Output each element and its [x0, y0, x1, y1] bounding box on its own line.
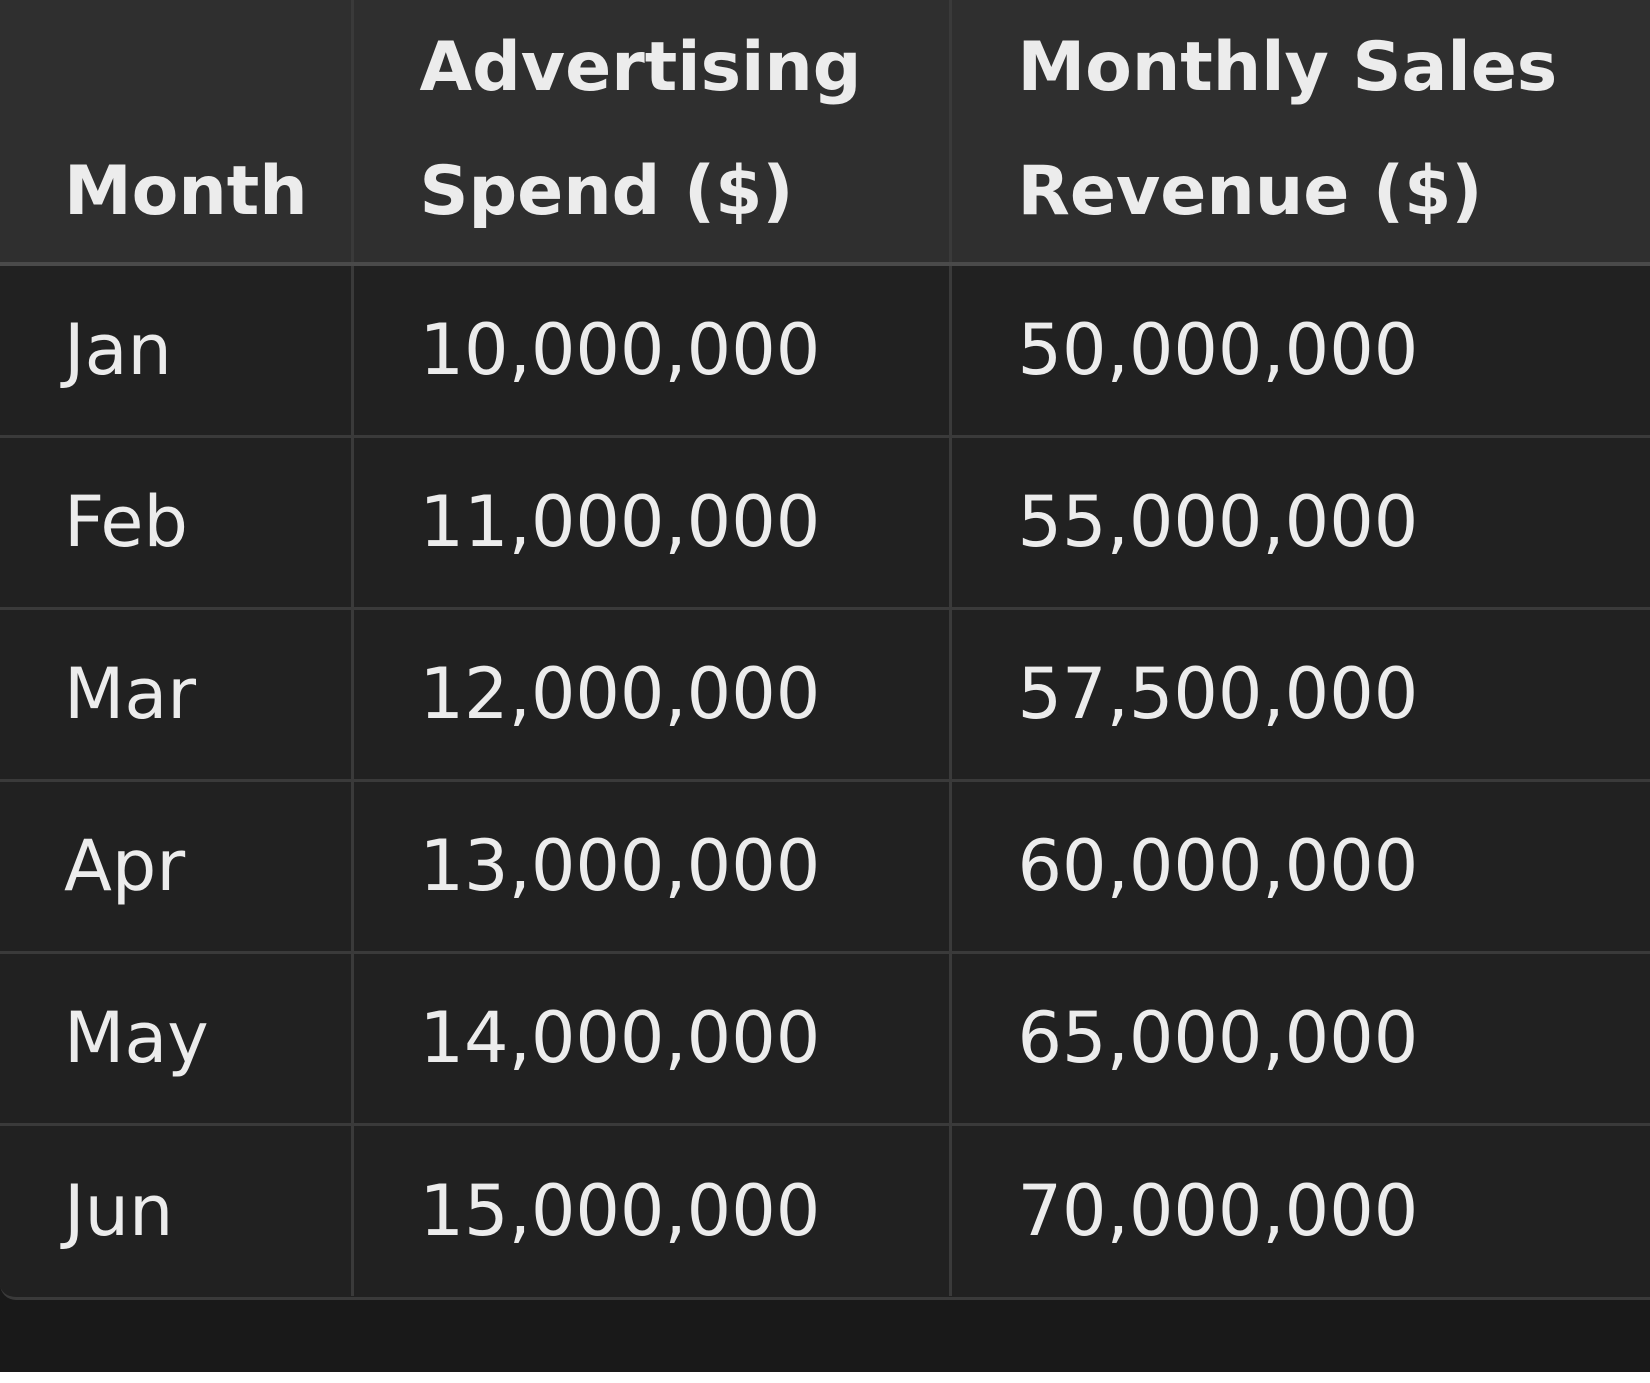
cell-advertising-spend: 11,000,000 — [352, 436, 952, 610]
table-row: Feb 11,000,000 55,000,000 — [0, 436, 1650, 610]
cell-month: May — [0, 952, 354, 1126]
table-row: Jun 15,000,000 70,000,000 — [0, 1124, 1650, 1296]
column-header-month: Month — [0, 0, 354, 266]
column-header-monthly-sales-revenue: Monthly Sales Revenue ($) — [950, 0, 1650, 266]
data-table: Month Advertising Spend ($) Monthly Sale… — [0, 0, 1650, 1296]
cell-month: Apr — [0, 780, 354, 954]
cell-sales-revenue: 50,000,000 — [950, 264, 1650, 438]
cell-month: Jun — [0, 1124, 354, 1296]
cell-month: Mar — [0, 608, 354, 782]
table-row: Apr 13,000,000 60,000,000 — [0, 780, 1650, 954]
cell-sales-revenue: 65,000,000 — [950, 952, 1650, 1126]
cell-advertising-spend: 15,000,000 — [352, 1124, 952, 1296]
table-row: Mar 12,000,000 57,500,000 — [0, 608, 1650, 782]
table-row: Jan 10,000,000 50,000,000 — [0, 264, 1650, 438]
cell-advertising-spend: 12,000,000 — [352, 608, 952, 782]
cell-advertising-spend: 14,000,000 — [352, 952, 952, 1126]
cell-advertising-spend: 10,000,000 — [352, 264, 952, 438]
cell-sales-revenue: 55,000,000 — [950, 436, 1650, 610]
cell-sales-revenue: 60,000,000 — [950, 780, 1650, 954]
cell-month: Jan — [0, 264, 354, 438]
cell-month: Feb — [0, 436, 354, 610]
cell-sales-revenue: 70,000,000 — [950, 1124, 1650, 1296]
cell-advertising-spend: 13,000,000 — [352, 780, 952, 954]
data-table-container: Month Advertising Spend ($) Monthly Sale… — [0, 0, 1650, 1300]
cell-sales-revenue: 57,500,000 — [950, 608, 1650, 782]
column-header-advertising-spend: Advertising Spend ($) — [352, 0, 952, 266]
table-row: May 14,000,000 65,000,000 — [0, 952, 1650, 1126]
table-header-row: Month Advertising Spend ($) Monthly Sale… — [0, 0, 1650, 266]
